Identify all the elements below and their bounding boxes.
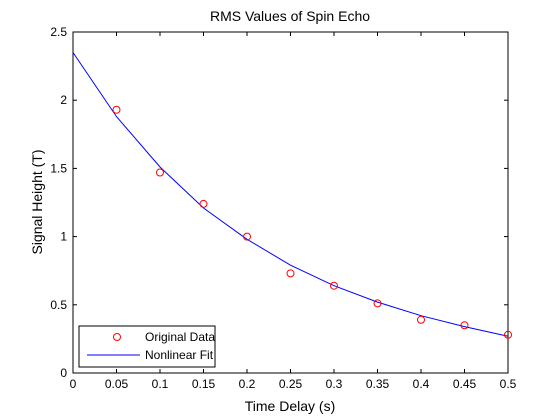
y-tick-label: 0 bbox=[60, 366, 67, 380]
data-point bbox=[243, 232, 251, 241]
x-tick-label: 0 bbox=[70, 377, 77, 391]
x-tick-label: 0.35 bbox=[366, 377, 390, 391]
y-tick-label: 2 bbox=[60, 93, 67, 107]
x-axis-label: Time Delay (s) bbox=[245, 398, 336, 414]
x-tick-label: 0.2 bbox=[239, 377, 256, 391]
x-tick-label: 0.45 bbox=[453, 377, 477, 391]
data-point bbox=[417, 315, 425, 324]
data-point bbox=[330, 281, 338, 290]
x-tick-label: 0.1 bbox=[152, 377, 169, 391]
data-point bbox=[373, 299, 382, 308]
legend-marker-original-data bbox=[113, 333, 121, 341]
y-tick-label: 1 bbox=[60, 230, 67, 244]
y-tick-label: 1.5 bbox=[50, 161, 67, 175]
legend: Original Data Nonlinear Fit bbox=[78, 325, 216, 368]
x-tick-label: 0.3 bbox=[326, 377, 343, 391]
x-tick-label: 0.4 bbox=[413, 377, 430, 391]
data-point bbox=[156, 168, 164, 177]
y-tick-label: 2.5 bbox=[50, 25, 67, 39]
x-tick-label: 0.15 bbox=[192, 377, 216, 391]
original-data-series bbox=[112, 105, 512, 339]
legend-label-nonlinear-fit: Nonlinear Fit bbox=[145, 348, 214, 362]
chart-title: RMS Values of Spin Echo bbox=[210, 8, 370, 24]
data-point bbox=[112, 105, 121, 114]
plot-area bbox=[72, 31, 509, 374]
data-point bbox=[199, 199, 208, 208]
nonlinear-fit-series bbox=[72, 52, 509, 337]
x-axis: 0 0.05 0.1 0.15 0.2 0.25 0.3 0.35 0.4 0.45 0.5 bbox=[70, 32, 517, 391]
y-tick-label: 0.5 bbox=[50, 298, 67, 312]
data-point bbox=[504, 330, 512, 339]
y-axis: 0 0.5 1 1.5 2 2.5 bbox=[50, 25, 508, 380]
data-point bbox=[286, 269, 295, 278]
x-tick-label: 0.05 bbox=[105, 377, 129, 391]
x-tick-label: 0.5 bbox=[500, 377, 517, 391]
legend-label-original-data: Original Data bbox=[145, 330, 215, 344]
y-axis-label: Signal Height (T) bbox=[29, 149, 45, 254]
data-point bbox=[460, 321, 469, 330]
legend-box bbox=[78, 325, 216, 368]
fit-line bbox=[72, 52, 509, 337]
x-tick-label: 0.25 bbox=[279, 377, 303, 391]
